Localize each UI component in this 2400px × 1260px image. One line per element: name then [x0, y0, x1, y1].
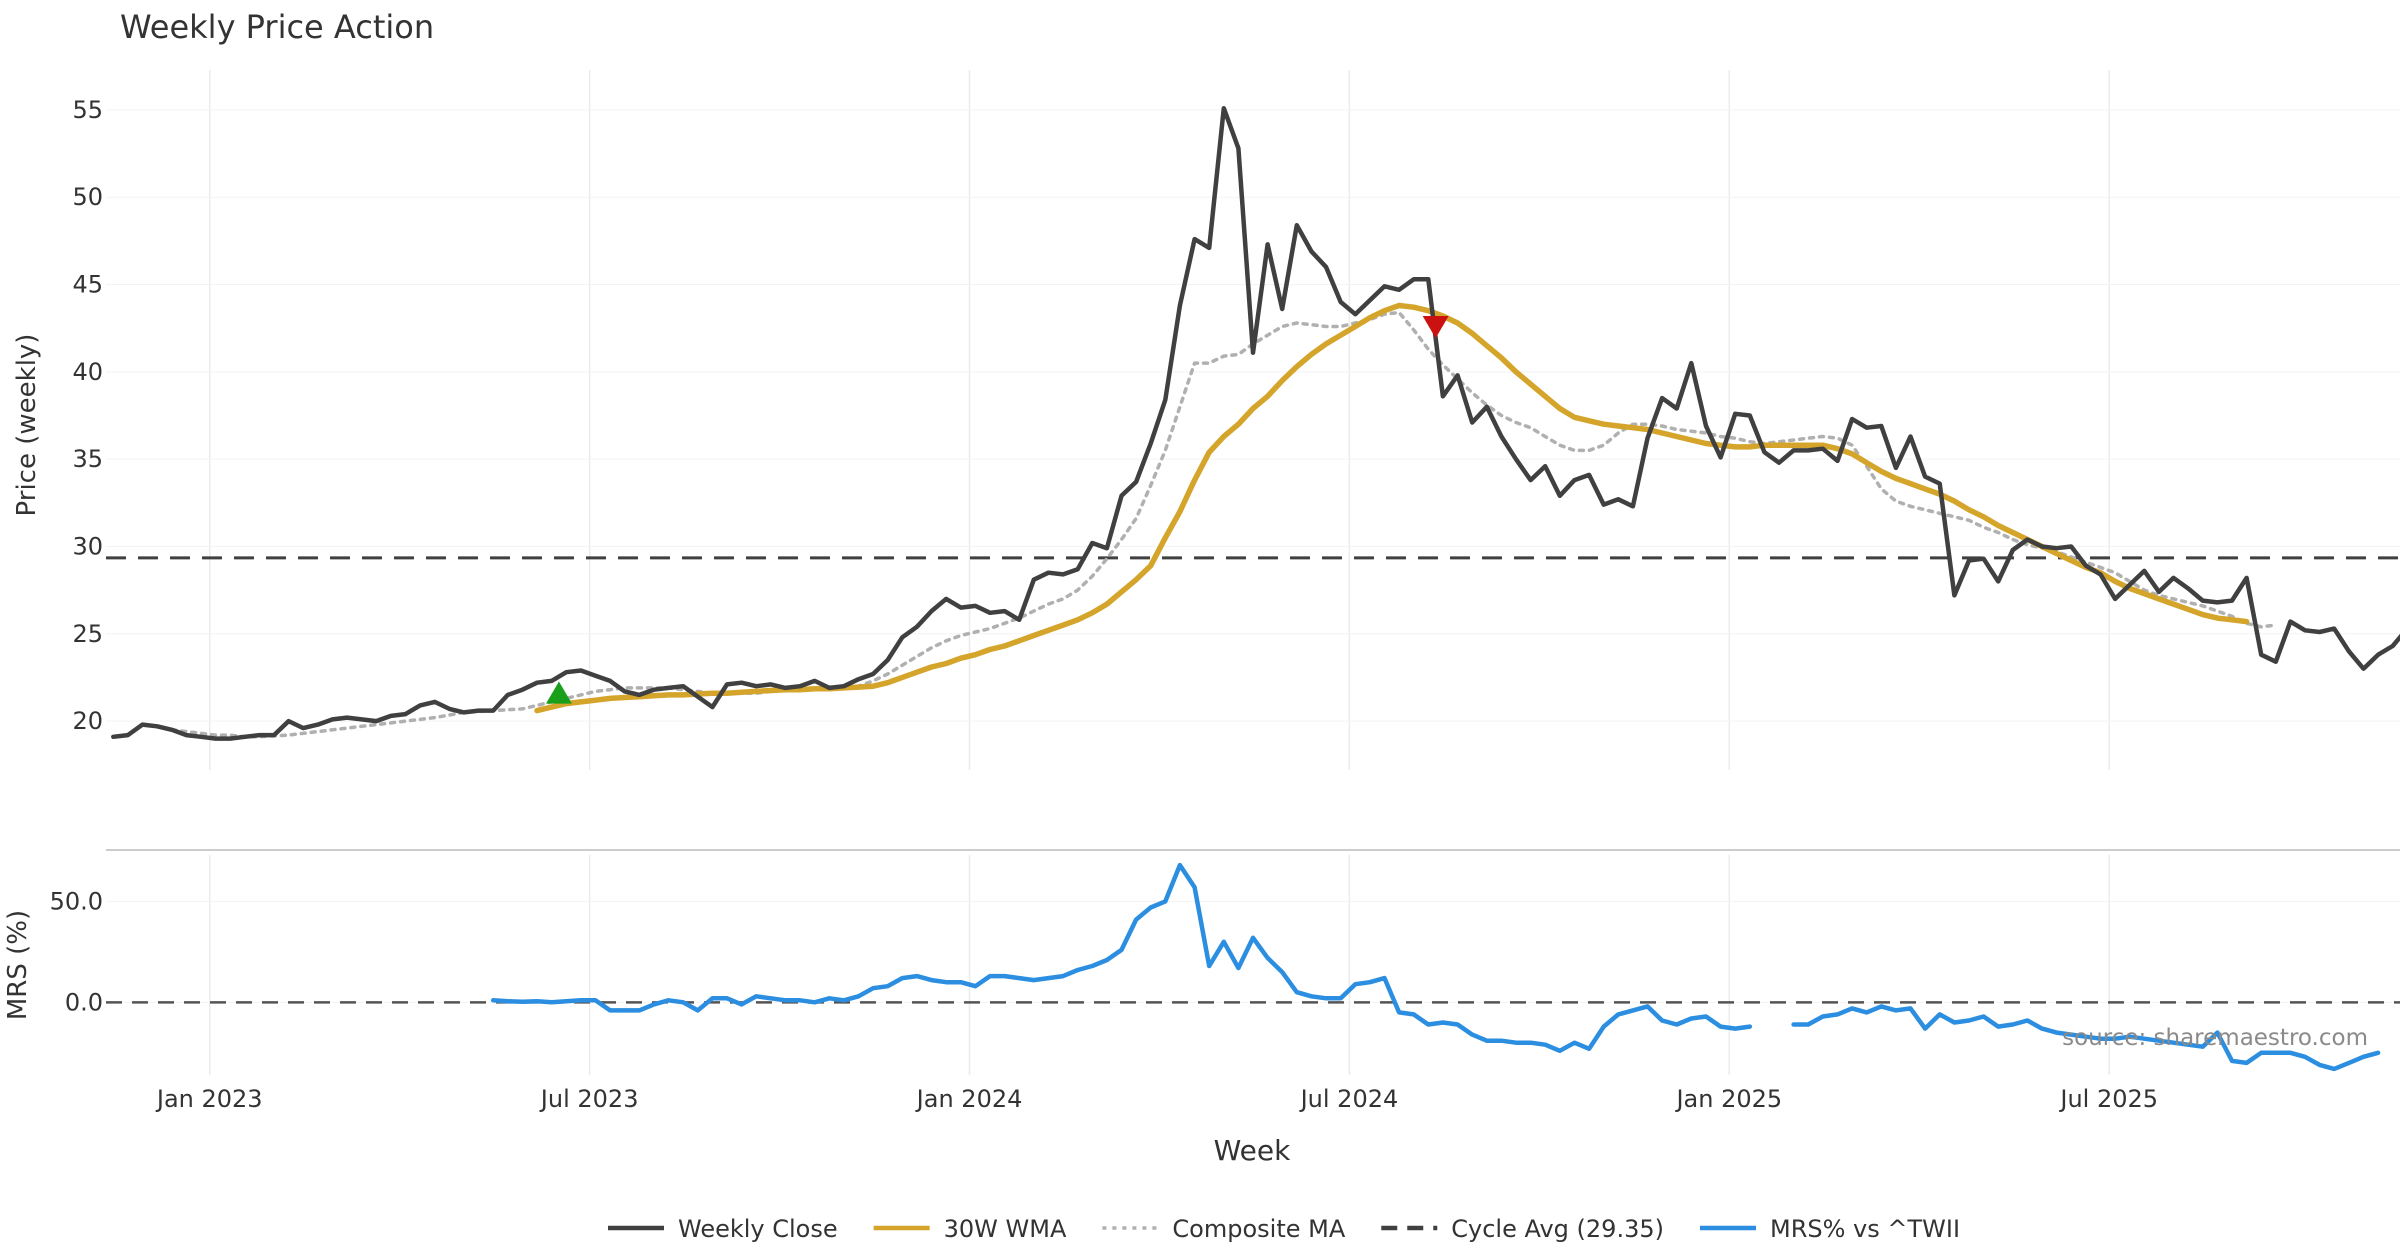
price-y-tick-label: 50 [72, 183, 103, 211]
source-watermark: source: sharemaestro.com [2062, 1025, 2368, 1051]
x-tick-label: Jul 2023 [539, 1085, 639, 1113]
x-tick-label: Jan 2025 [1674, 1085, 1782, 1113]
price-y-tick-label: 35 [72, 445, 103, 473]
price-y-tick-label: 25 [72, 620, 103, 648]
sell-signal-marker [1422, 316, 1449, 339]
x-tick-label: Jul 2025 [2058, 1085, 2158, 1113]
legend-label: Weekly Close [678, 1215, 838, 1243]
composite-ma-line [170, 310, 2278, 739]
weekly-close-line [111, 105, 2400, 741]
x-axis-label: Week [1214, 1134, 1291, 1167]
mrs-y-tick-label: 50.0 [50, 887, 103, 915]
mrs-line [490, 862, 2381, 1072]
legend-item: 30W WMA [873, 1215, 1067, 1243]
price-y-axis-label: Price (weekly) [12, 334, 42, 517]
legend-item: Cycle Avg (29.35) [1381, 1215, 1664, 1243]
price-y-tick-label: 40 [72, 358, 103, 386]
x-tick-label: Jul 2024 [1299, 1085, 1399, 1113]
legend-label: 30W WMA [944, 1215, 1067, 1243]
legend-label: Cycle Avg (29.35) [1451, 1215, 1664, 1243]
legend-label: Composite MA [1172, 1215, 1345, 1243]
x-tick-label: Jan 2023 [155, 1085, 263, 1113]
legend-item: Composite MA [1102, 1215, 1346, 1243]
mrs-panel [106, 862, 2400, 1072]
price-y-tick-label: 55 [72, 96, 103, 124]
buy-signal-marker [545, 681, 572, 704]
legend-label: MRS% vs ^TWII [1770, 1215, 1960, 1243]
axis-ticks: Jan 2023 Jul 2023 Jan 2024 Jul 2024 Jan 2025… [50, 96, 2159, 1113]
chart-title: Weekly Price Action [120, 8, 434, 46]
legend: Weekly Close 30W WMA Composite MA Cycle Avg… [608, 1215, 1960, 1243]
price-panel [106, 105, 2400, 741]
price-y-tick-label: 20 [72, 707, 103, 735]
mrs-y-axis-label: MRS (%) [3, 910, 33, 1020]
price-y-tick-label: 30 [72, 532, 103, 560]
legend-item: Weekly Close [608, 1215, 838, 1243]
wma-30w-line [534, 302, 2250, 714]
legend-item: MRS% vs ^TWII [1699, 1215, 1960, 1243]
mrs-y-tick-label: 0.0 [65, 988, 103, 1016]
price-y-tick-label: 45 [72, 271, 103, 299]
x-tick-label: Jan 2024 [915, 1085, 1023, 1113]
